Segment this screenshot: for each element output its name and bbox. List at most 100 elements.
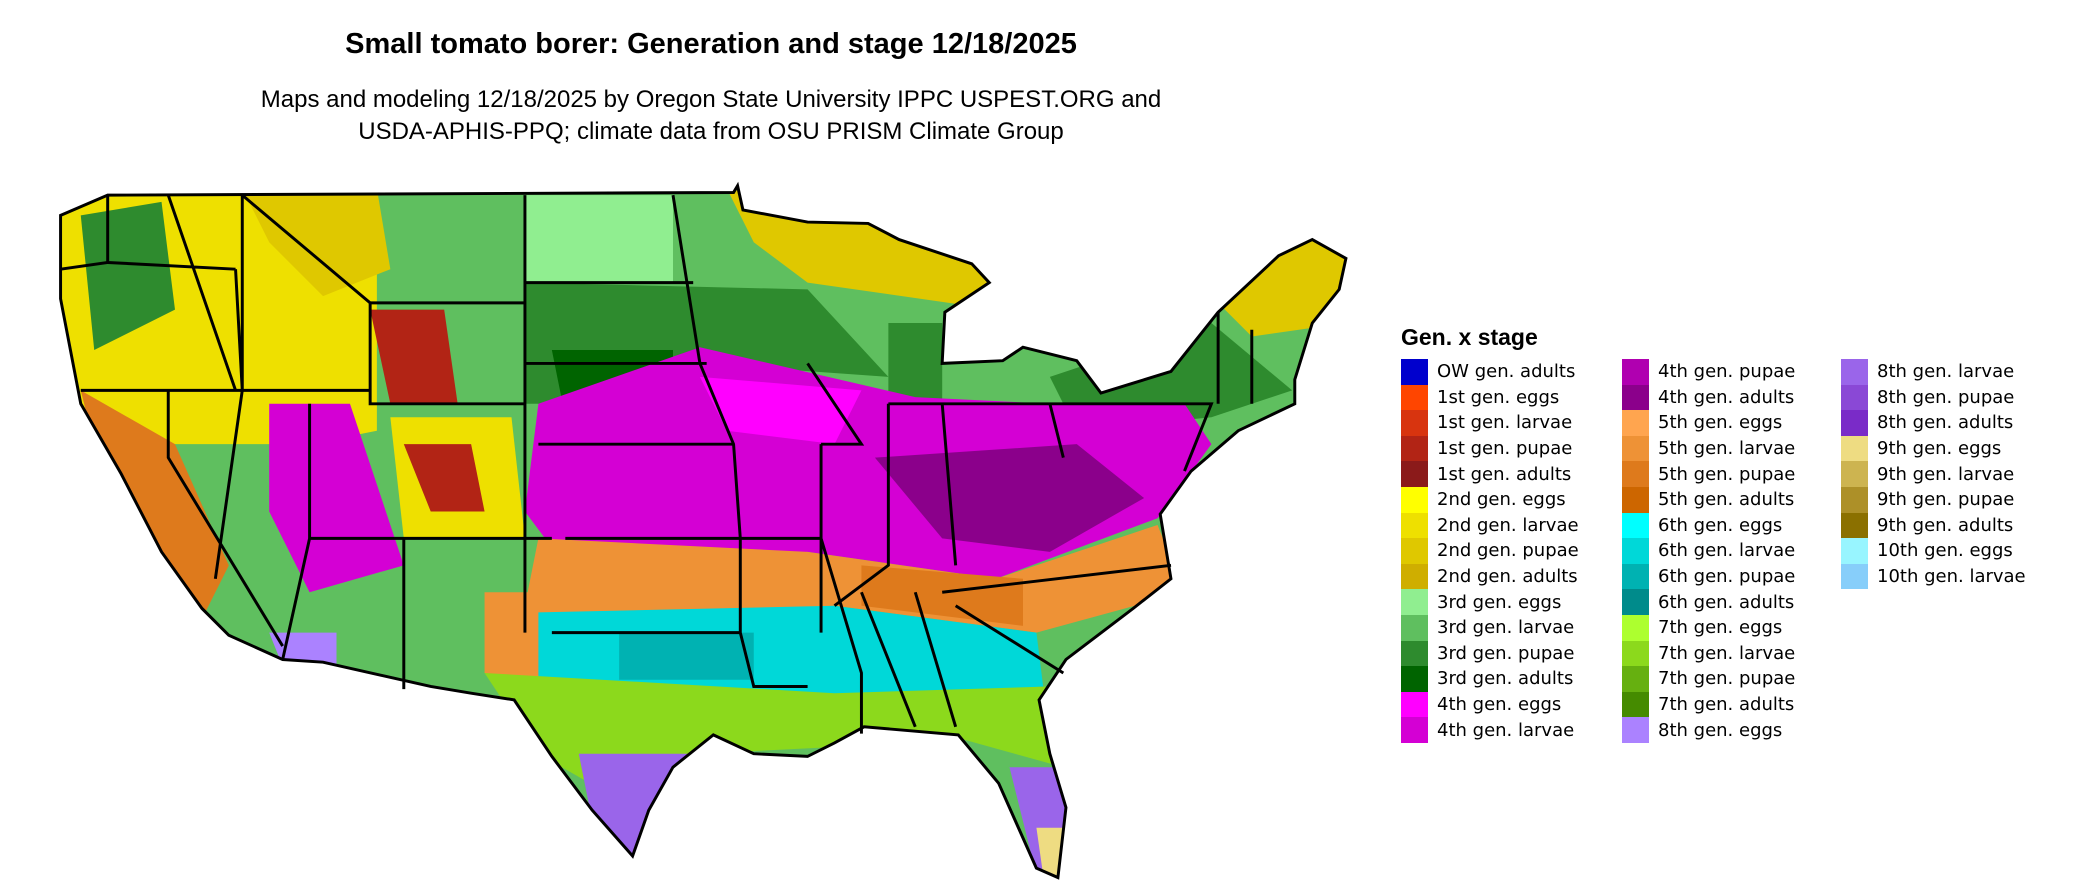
legend-label: 7th gen. adults [1658,694,1795,716]
legend-title: Gen. x stage [1401,324,1538,350]
legend-label: 9th gen. adults [1877,514,2014,536]
legend-swatch [1841,487,1868,513]
legend-item: 10th gen. larvae [1841,563,2026,590]
region-5th-gen-pupae [861,565,1023,626]
legend-item: 1st gen. pupae [1401,435,1573,462]
legend-item: 8th gen. eggs [1622,717,1782,743]
legend-item: 5th gen. larvae [1622,435,1796,462]
legend-label: 10th gen. eggs [1877,540,2013,562]
legend-swatch [1401,384,1428,411]
legend-item: 4th gen. pupae [1622,359,1795,385]
legend-swatch [1622,461,1649,487]
legend-label: 3rd gen. larvae [1437,617,1575,639]
region-9th-gen-eggs-fl [1036,827,1077,878]
legend-label: 6th gen. adults [1658,591,1795,613]
region-2nd-gen-pupae-maine [1184,228,1346,337]
legend-label: 7th gen. larvae [1658,642,1796,664]
legend-label: 5th gen. larvae [1658,438,1796,460]
region-3rd-gen-pupae-nw [80,201,175,350]
legend-label: 4th gen. adults [1658,386,1795,408]
legend-swatch [1622,691,1649,718]
region-1st-gen-pupae-co [403,444,485,512]
legend-item: 2nd gen. eggs [1401,487,1566,513]
legend-item: 9th gen. eggs [1841,435,2002,462]
legend-item: 4th gen. adults [1622,384,1795,411]
legend-swatch [1841,435,1868,462]
legend-swatch [1622,717,1649,743]
legend-label: 2nd gen. pupae [1437,540,1579,562]
region-7th-gen-larvae [484,673,1064,808]
legend-item: 7th gen. larvae [1622,640,1796,667]
region-4th-gen-eggs [699,376,862,445]
legend-swatch [1841,512,1868,539]
legend-label: 1st gen. pupae [1437,438,1573,460]
region-3rd-gen-pupae-mi [888,323,943,404]
legend-label: OW gen. adults [1437,361,1576,383]
region-5th-gen-pupae-ca [80,390,229,620]
legend-swatch [1401,615,1428,641]
legend-swatch [1622,563,1649,590]
legend-swatch [1841,538,1868,564]
map-subtitle-line-1: Maps and modeling 12/18/2025 by Oregon S… [260,86,1162,113]
legend-label: 7th gen. pupae [1658,668,1796,690]
legend-item: 3rd gen. pupae [1401,640,1574,667]
legend-label: 6th gen. eggs [1658,514,1783,536]
legend-item: 8th gen. larvae [1841,359,2014,385]
legend-label: 9th gen. eggs [1877,438,2002,460]
legend-swatch [1622,512,1649,539]
legend-label: 6th gen. pupae [1658,566,1796,588]
legend-item: 1st gen. eggs [1401,384,1560,411]
legend-label: 1st gen. eggs [1437,386,1560,408]
legend-swatch [1841,410,1868,436]
legend-swatch [1401,640,1428,667]
legend-label: 5th gen. eggs [1658,412,1783,434]
legend-label: 5th gen. pupae [1658,463,1796,485]
legend-label: 7th gen. eggs [1658,617,1783,639]
legend-swatch [1401,359,1428,385]
legend-item: 9th gen. pupae [1841,487,2014,513]
legend-item: 7th gen. adults [1622,691,1795,718]
legend-swatch [1622,666,1649,692]
legend-swatch [1401,487,1428,513]
region-1st-gen-pupae [370,309,458,404]
legend-item: 1st gen. larvae [1401,410,1572,436]
legend-label: 1st gen. adults [1437,463,1572,485]
legend-item: 5th gen. eggs [1622,410,1782,436]
legend-swatch [1841,384,1868,411]
legend-item: 10th gen. eggs [1841,538,2013,564]
legend-item: 2nd gen. larvae [1401,512,1579,539]
map-title: Small tomato borer: Generation and stage… [345,28,1077,60]
legend-label: 2nd gen. adults [1437,566,1578,588]
legend-label: 9th gen. larvae [1877,463,2015,485]
legend-swatch [1622,410,1649,436]
legend-item: 7th gen. pupae [1622,666,1795,692]
legend-swatch [1841,359,1868,385]
legend-swatch [1841,461,1868,487]
legend-label: 4th gen. eggs [1437,694,1562,716]
legend-item: 8th gen. adults [1841,410,2013,436]
legend-label: 4th gen. pupae [1658,361,1796,383]
region-4th-gen-larvae-west [269,403,404,593]
legend-item: 9th gen. adults [1841,512,2014,539]
legend-swatch [1622,384,1649,411]
legend-label: 9th gen. pupae [1877,489,2015,511]
region-8th-gen-larvae-tx [578,753,700,869]
legend-item: OW gen. adults [1401,359,1575,385]
map-subtitle-line-2: USDA-APHIS-PPQ; climate data from OSU PR… [358,118,1064,145]
legend-item: 6th gen. pupae [1622,563,1796,590]
us-generation-stage-map [59,184,1348,879]
legend-swatch [1401,563,1428,590]
legend-swatch [1401,666,1428,692]
state-boundaries [59,184,1348,879]
legend-swatch [1622,359,1649,385]
legend-item: 2nd gen. pupae [1401,538,1579,564]
legend-label: 10th gen. larvae [1877,566,2026,588]
legend-label: 8th gen. pupae [1877,386,2015,408]
legend-swatch [1401,410,1428,436]
legend-swatch [1401,691,1428,718]
legend-item: 2nd gen. adults [1401,563,1578,590]
legend-item: 3rd gen. eggs [1401,589,1561,615]
legend-label: 8th gen. adults [1877,412,2014,434]
legend-swatch [1622,435,1649,462]
legend-label: 8th gen. eggs [1658,719,1783,741]
